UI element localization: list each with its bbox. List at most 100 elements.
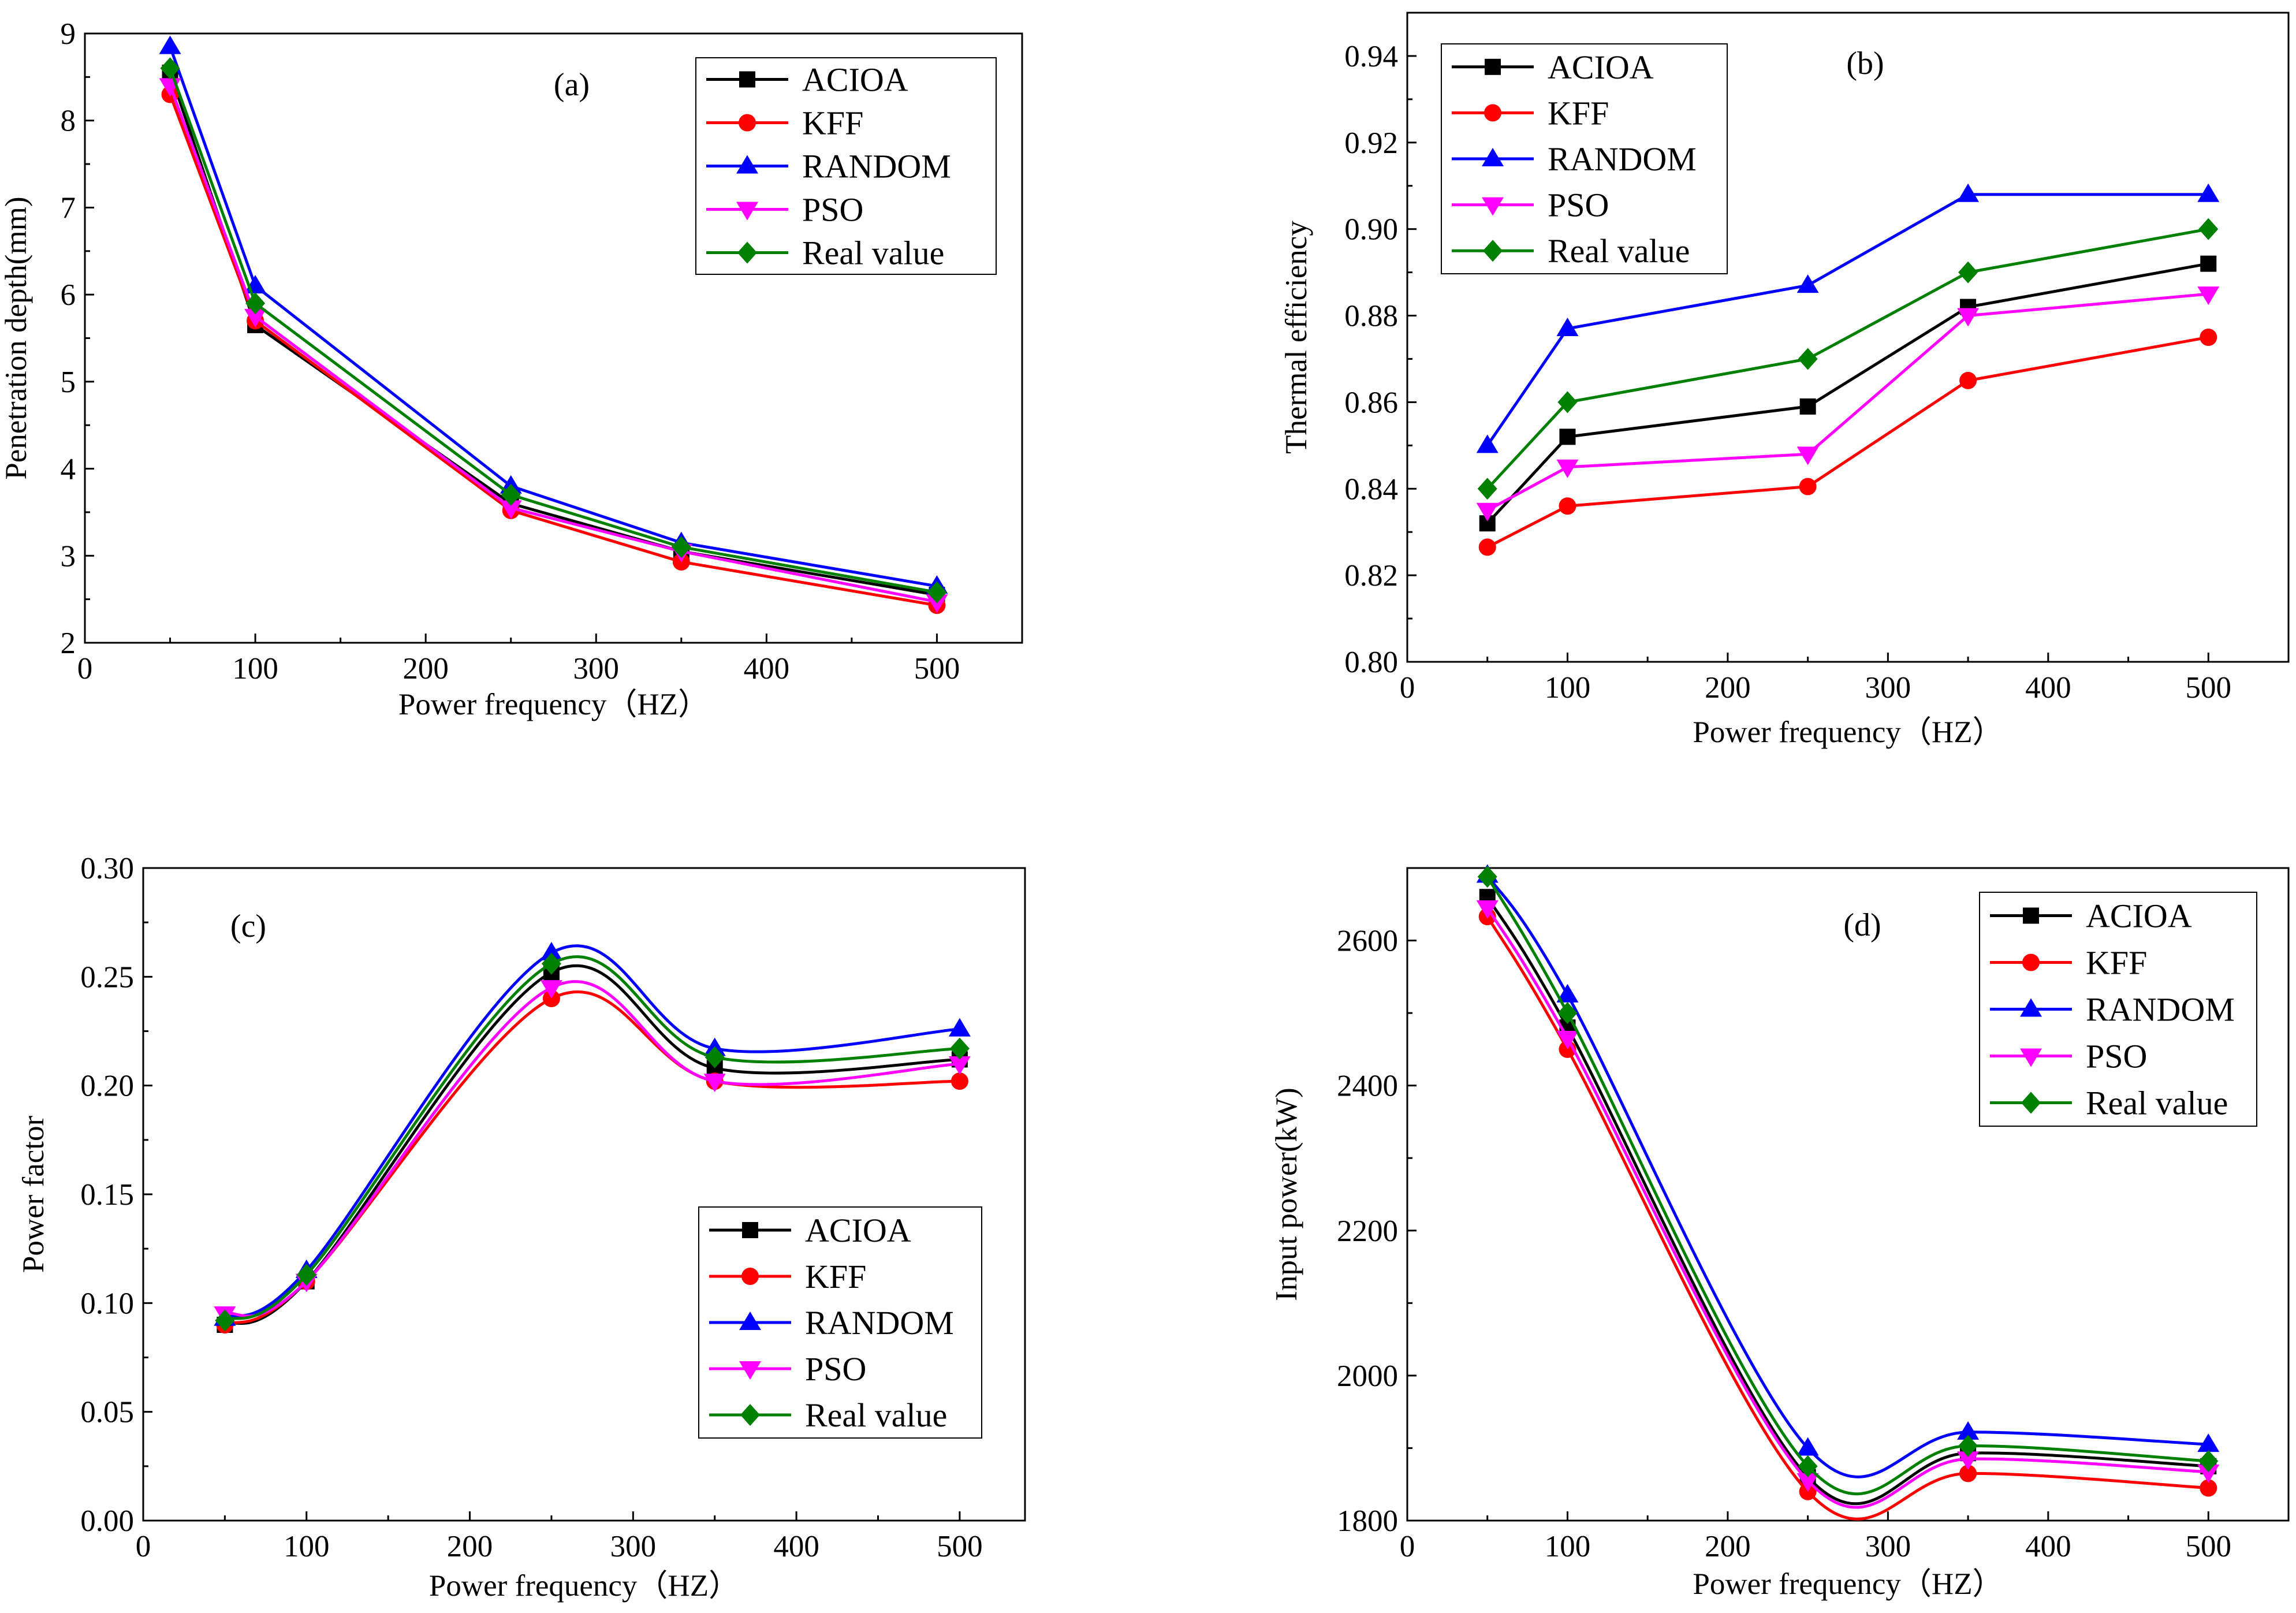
- legend-label: Real value: [2086, 1085, 2228, 1122]
- data-point: [1796, 1437, 1819, 1456]
- data-point: [1556, 1031, 1579, 1050]
- series-acioa: [1479, 255, 2217, 532]
- y-tick-label: 0.82: [1344, 559, 1398, 593]
- series-real-value: [160, 57, 947, 604]
- y-tick-label: 0.05: [80, 1396, 134, 1429]
- data-point: [1559, 429, 1576, 445]
- legend-label: KFF: [1548, 94, 1609, 132]
- x-axis-label: Power frequency（HZ）: [1693, 716, 2003, 749]
- legend-label: ACIOA: [2086, 897, 2192, 935]
- data-point: [501, 483, 521, 506]
- series-line: [1486, 915, 2209, 1521]
- legend-marker: [741, 1268, 759, 1285]
- y-tick-label: 4: [61, 453, 76, 486]
- series-real-value: [215, 952, 970, 1332]
- legend-marker: [737, 241, 757, 264]
- y-tick-label: 2600: [1337, 925, 1398, 958]
- data-point: [948, 1018, 971, 1037]
- data-point: [2197, 1464, 2220, 1483]
- chart-panel-d: 0 100 200 300 400 500 1800 2000 2200 2400 2600 Powe…: [1270, 864, 2290, 1601]
- data-point: [705, 1046, 725, 1068]
- data-point: [1477, 866, 1497, 888]
- x-tick-label: 200: [1705, 1530, 1751, 1563]
- y-axis-label: Power factor: [17, 1116, 50, 1273]
- x-axis-label: Power frequency（HZ）: [398, 688, 709, 721]
- legend-marker: [736, 155, 758, 174]
- x-tick-label: 500: [2186, 671, 2232, 705]
- legend-marker: [742, 1222, 758, 1238]
- y-tick-label: 3: [61, 539, 76, 573]
- series-line: [1486, 907, 2209, 1509]
- data-point: [2197, 1433, 2220, 1452]
- y-tick-label: 0.20: [80, 1070, 134, 1103]
- panel-label: (c): [230, 908, 266, 944]
- legend-item: RANDOM: [1990, 991, 2235, 1029]
- y-tick-label: 2: [61, 627, 76, 660]
- data-point: [1798, 348, 1818, 370]
- y-tick-label: 0.10: [80, 1287, 134, 1320]
- legend-marker: [2022, 953, 2040, 971]
- legend-label: RANDOM: [2086, 991, 2235, 1029]
- legend-item: ACIOA: [706, 61, 908, 99]
- panel-label: (a): [554, 67, 590, 103]
- y-tick-label: 0.15: [80, 1178, 134, 1212]
- legend-marker: [2020, 1048, 2042, 1067]
- data-point: [1796, 1473, 1819, 1492]
- data-point: [2200, 329, 2217, 346]
- y-tick-label: 0.25: [80, 960, 134, 994]
- data-point: [541, 952, 561, 975]
- data-point: [1477, 478, 1497, 500]
- data-point: [1958, 261, 1978, 284]
- data-point: [1556, 459, 1579, 478]
- data-point: [1799, 478, 1817, 496]
- x-tick-label: 100: [232, 652, 278, 686]
- data-point: [160, 57, 180, 80]
- y-tick-label: 0.94: [1344, 40, 1398, 73]
- legend: ACIOA KFF RANDOM PSO Real value: [1979, 892, 2257, 1127]
- x-tick-label: 400: [744, 652, 790, 686]
- data-point: [1559, 497, 1576, 515]
- series-real-value: [1477, 866, 2219, 1496]
- legend-label: Real value: [805, 1396, 947, 1434]
- chart-panel-c: 0 100 200 300 400 500 0.00 0.05 0.10 0.15 0.20 0.25…: [17, 852, 1026, 1603]
- legend-item: KFF: [709, 1258, 866, 1295]
- data-point: [671, 536, 691, 558]
- legend-marker: [739, 71, 755, 88]
- data-point: [703, 1074, 726, 1093]
- x-tick-label: 100: [1545, 671, 1591, 705]
- series-kff: [1478, 329, 2217, 556]
- legend-marker: [1485, 58, 1501, 75]
- data-point: [1957, 1421, 1980, 1440]
- legend-label: ACIOA: [805, 1212, 911, 1249]
- data-point: [540, 980, 562, 999]
- data-point: [1957, 308, 1980, 327]
- chart-panel-a: 0 100 200 300 400 500 2 3 4 5 6 7 8 9 Power frequency（…: [0, 17, 1023, 721]
- y-tick-label: 0.80: [1344, 646, 1398, 679]
- legend-marker: [739, 114, 756, 132]
- panel-label: (d): [1843, 907, 1881, 943]
- data-point: [1556, 984, 1579, 1003]
- legend: ACIOA KFF RANDOM PSO Real value: [695, 57, 997, 275]
- data-point: [1796, 274, 1819, 293]
- legend-item: RANDOM: [706, 148, 951, 185]
- data-point: [1959, 371, 1977, 389]
- series-random: [1476, 183, 2220, 453]
- legend-item: PSO: [706, 191, 863, 229]
- legend-item: Real value: [709, 1396, 947, 1434]
- legend-item: ACIOA: [1990, 897, 2192, 935]
- x-tick-label: 100: [284, 1530, 330, 1563]
- legend-item: KFF: [1990, 944, 2147, 982]
- data-point: [1959, 1465, 1977, 1482]
- x-tick-label: 200: [447, 1530, 493, 1563]
- data-point: [1957, 1451, 1980, 1470]
- legend-label: KFF: [805, 1258, 866, 1295]
- legend-item: PSO: [1452, 187, 1609, 224]
- series-pso: [1476, 900, 2220, 1509]
- legend-marker: [2021, 1092, 2041, 1114]
- legend-label: RANDOM: [1548, 140, 1697, 178]
- legend-item: PSO: [1990, 1038, 2147, 1075]
- y-tick-label: 0.00: [80, 1504, 134, 1538]
- data-point: [296, 1264, 316, 1286]
- y-axis-label: Penetration depth(mm): [0, 196, 33, 479]
